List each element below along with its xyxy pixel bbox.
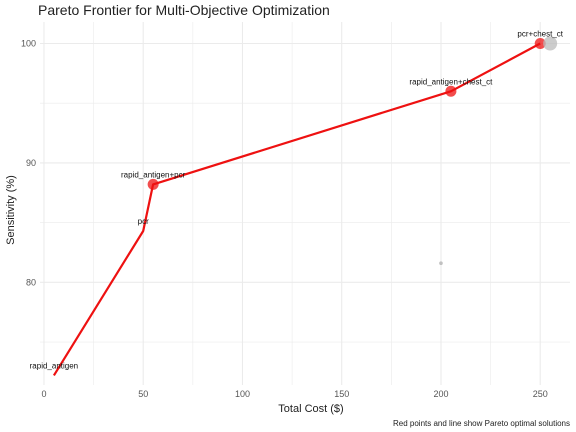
point-layer xyxy=(147,36,558,266)
y-tick-label: 90 xyxy=(26,158,36,168)
x-tick-label: 250 xyxy=(533,389,548,399)
label-layer: rapid_antigen pcr rapid_antigen+pcr rapid_a… xyxy=(30,29,564,370)
y-axis-title: Sensitivity (%) xyxy=(5,175,17,245)
chart-title: Pareto Frontier for Multi-Objective Opti… xyxy=(38,2,330,18)
pareto-frontier-line xyxy=(52,42,541,376)
grid-layer xyxy=(40,22,570,385)
point-label: pcr xyxy=(138,217,149,226)
chart-caption: Red points and line show Pareto optimal … xyxy=(393,419,570,428)
x-tick-label: 0 xyxy=(41,389,46,399)
point-label: rapid_antigen+chest_ct xyxy=(409,77,493,86)
pareto-point xyxy=(147,178,159,190)
dominated-point xyxy=(439,261,443,266)
x-tick-label: 150 xyxy=(334,389,349,399)
point-label: pcr+chest_ct xyxy=(517,29,563,38)
pareto-point xyxy=(445,85,457,97)
point-label: rapid_antigen+pcr xyxy=(121,170,186,179)
x-axis-title: Total Cost ($) xyxy=(278,403,343,415)
line-layer xyxy=(52,42,541,376)
x-tick-label: 50 xyxy=(138,389,148,399)
x-tick-label: 100 xyxy=(235,389,250,399)
y-tick-label: 80 xyxy=(26,277,36,287)
tick-layer: 0 50 100 150 200 250 80 90 100 xyxy=(21,38,548,399)
point-label: rapid_antigen xyxy=(30,361,78,370)
x-tick-label: 200 xyxy=(433,389,448,399)
dominated-point xyxy=(543,36,558,51)
y-tick-label: 100 xyxy=(21,38,36,48)
pareto-point xyxy=(534,37,546,49)
